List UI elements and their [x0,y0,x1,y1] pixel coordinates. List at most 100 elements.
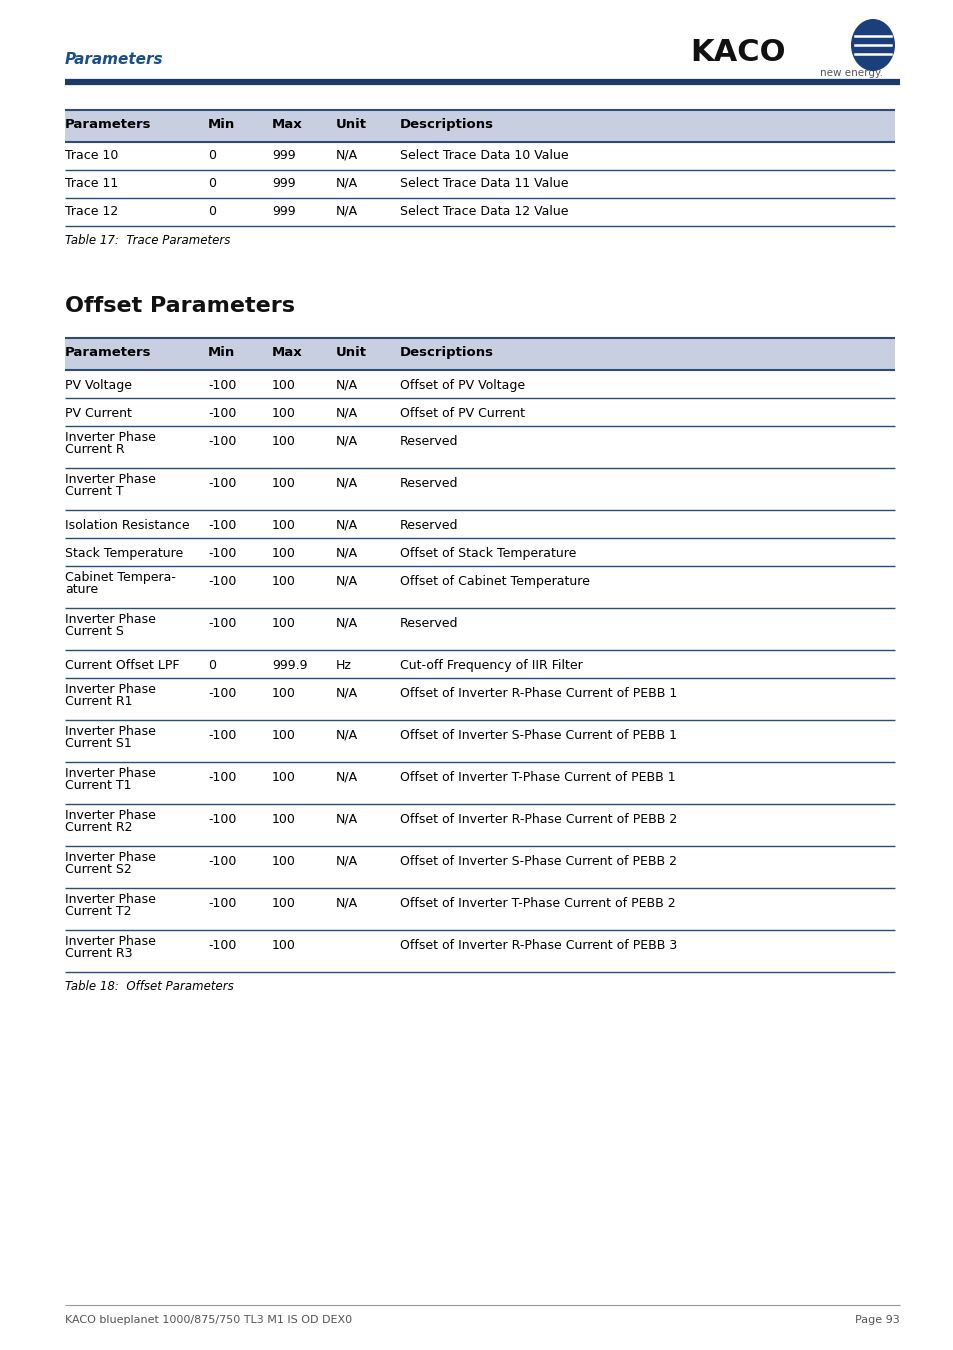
Text: N/A: N/A [335,729,357,742]
Text: 100: 100 [272,617,295,630]
Text: 999.9: 999.9 [272,659,307,672]
Text: Parameters: Parameters [65,117,152,131]
Text: KACO: KACO [689,38,784,68]
Text: Current R1: Current R1 [65,695,132,707]
Text: Offset of Inverter T-Phase Current of PEBB 1: Offset of Inverter T-Phase Current of PE… [399,771,675,784]
Text: 100: 100 [272,406,295,420]
Text: Parameters: Parameters [65,53,164,68]
Text: Table 17:  Trace Parameters: Table 17: Trace Parameters [65,234,230,247]
Text: Parameters: Parameters [65,346,152,359]
Text: Select Trace Data 10 Value: Select Trace Data 10 Value [399,148,568,162]
Text: 100: 100 [272,771,295,784]
Text: Offset of PV Voltage: Offset of PV Voltage [399,379,524,391]
Text: Inverter Phase: Inverter Phase [65,613,155,626]
Text: -100: -100 [208,575,236,589]
Text: Cut-off Frequency of IIR Filter: Cut-off Frequency of IIR Filter [399,659,582,672]
Text: Trace 10: Trace 10 [65,148,118,162]
Text: Current S2: Current S2 [65,863,132,876]
Text: Page 93: Page 93 [854,1315,899,1324]
Text: Inverter Phase: Inverter Phase [65,936,155,948]
Text: Offset of Inverter R-Phase Current of PEBB 3: Offset of Inverter R-Phase Current of PE… [399,940,677,952]
Text: -100: -100 [208,771,236,784]
Text: Current T: Current T [65,485,124,498]
Text: Current T2: Current T2 [65,904,132,918]
Text: 100: 100 [272,379,295,391]
Text: KACO blueplanet 1000/875/750 TL3 M1 IS OD DEX0: KACO blueplanet 1000/875/750 TL3 M1 IS O… [65,1315,352,1324]
Text: 100: 100 [272,547,295,560]
Text: Offset Parameters: Offset Parameters [65,296,294,316]
Text: new energy.: new energy. [820,68,882,78]
Text: -100: -100 [208,547,236,560]
Text: Offset of Inverter S-Phase Current of PEBB 1: Offset of Inverter S-Phase Current of PE… [399,729,677,742]
Text: Offset of Inverter R-Phase Current of PEBB 2: Offset of Inverter R-Phase Current of PE… [399,813,677,826]
Text: Min: Min [208,117,235,131]
Text: Cabinet Tempera-: Cabinet Tempera- [65,571,175,585]
Text: N/A: N/A [335,617,357,630]
Text: Trace 12: Trace 12 [65,205,118,217]
Text: 100: 100 [272,855,295,868]
Text: Reserved: Reserved [399,617,458,630]
Text: -100: -100 [208,477,236,490]
Text: Current R3: Current R3 [65,946,132,960]
Text: -100: -100 [208,518,236,532]
Text: Descriptions: Descriptions [399,346,494,359]
Text: Offset of Inverter T-Phase Current of PEBB 2: Offset of Inverter T-Phase Current of PE… [399,896,675,910]
Text: 0: 0 [208,177,215,190]
Text: N/A: N/A [335,177,357,190]
Text: Trace 11: Trace 11 [65,177,118,190]
Text: Unit: Unit [335,117,367,131]
Text: Current T1: Current T1 [65,779,132,792]
Text: Reserved: Reserved [399,435,458,448]
Text: Inverter Phase: Inverter Phase [65,809,155,822]
Text: N/A: N/A [335,435,357,448]
Text: Table 18:  Offset Parameters: Table 18: Offset Parameters [65,980,233,994]
Text: Hz: Hz [335,659,352,672]
Text: Select Trace Data 12 Value: Select Trace Data 12 Value [399,205,568,217]
Text: -100: -100 [208,855,236,868]
Text: -100: -100 [208,687,236,701]
Ellipse shape [850,19,894,72]
Text: 100: 100 [272,477,295,490]
Text: Current R: Current R [65,443,125,456]
Text: -100: -100 [208,379,236,391]
Text: Max: Max [272,346,302,359]
Text: Inverter Phase: Inverter Phase [65,431,155,444]
Text: -100: -100 [208,406,236,420]
Text: N/A: N/A [335,687,357,701]
Text: Offset of Inverter S-Phase Current of PEBB 2: Offset of Inverter S-Phase Current of PE… [399,855,677,868]
Text: Reserved: Reserved [399,518,458,532]
Text: 100: 100 [272,435,295,448]
Text: Inverter Phase: Inverter Phase [65,725,155,738]
Text: Reserved: Reserved [399,477,458,490]
Text: N/A: N/A [335,518,357,532]
Text: Offset of Inverter R-Phase Current of PEBB 1: Offset of Inverter R-Phase Current of PE… [399,687,677,701]
Text: ature: ature [65,583,98,595]
Text: Current S: Current S [65,625,124,639]
Text: Inverter Phase: Inverter Phase [65,850,155,864]
Text: 999: 999 [272,177,295,190]
Text: N/A: N/A [335,406,357,420]
Text: Current R2: Current R2 [65,821,132,834]
Text: Inverter Phase: Inverter Phase [65,683,155,697]
Text: Stack Temperature: Stack Temperature [65,547,183,560]
Text: 0: 0 [208,659,215,672]
Text: N/A: N/A [335,575,357,589]
Text: -100: -100 [208,896,236,910]
Text: N/A: N/A [335,379,357,391]
Text: Unit: Unit [335,346,367,359]
Bar [65,338,894,370]
Text: Descriptions: Descriptions [399,117,494,131]
Text: 100: 100 [272,729,295,742]
Text: 0: 0 [208,205,215,217]
Text: Current S1: Current S1 [65,737,132,751]
Text: 100: 100 [272,813,295,826]
Text: -100: -100 [208,940,236,952]
Text: Offset of PV Current: Offset of PV Current [399,406,524,420]
Text: 100: 100 [272,896,295,910]
Text: N/A: N/A [335,813,357,826]
Text: 100: 100 [272,575,295,589]
Text: Max: Max [272,117,302,131]
Text: N/A: N/A [335,205,357,217]
Text: -100: -100 [208,813,236,826]
Text: Inverter Phase: Inverter Phase [65,472,155,486]
